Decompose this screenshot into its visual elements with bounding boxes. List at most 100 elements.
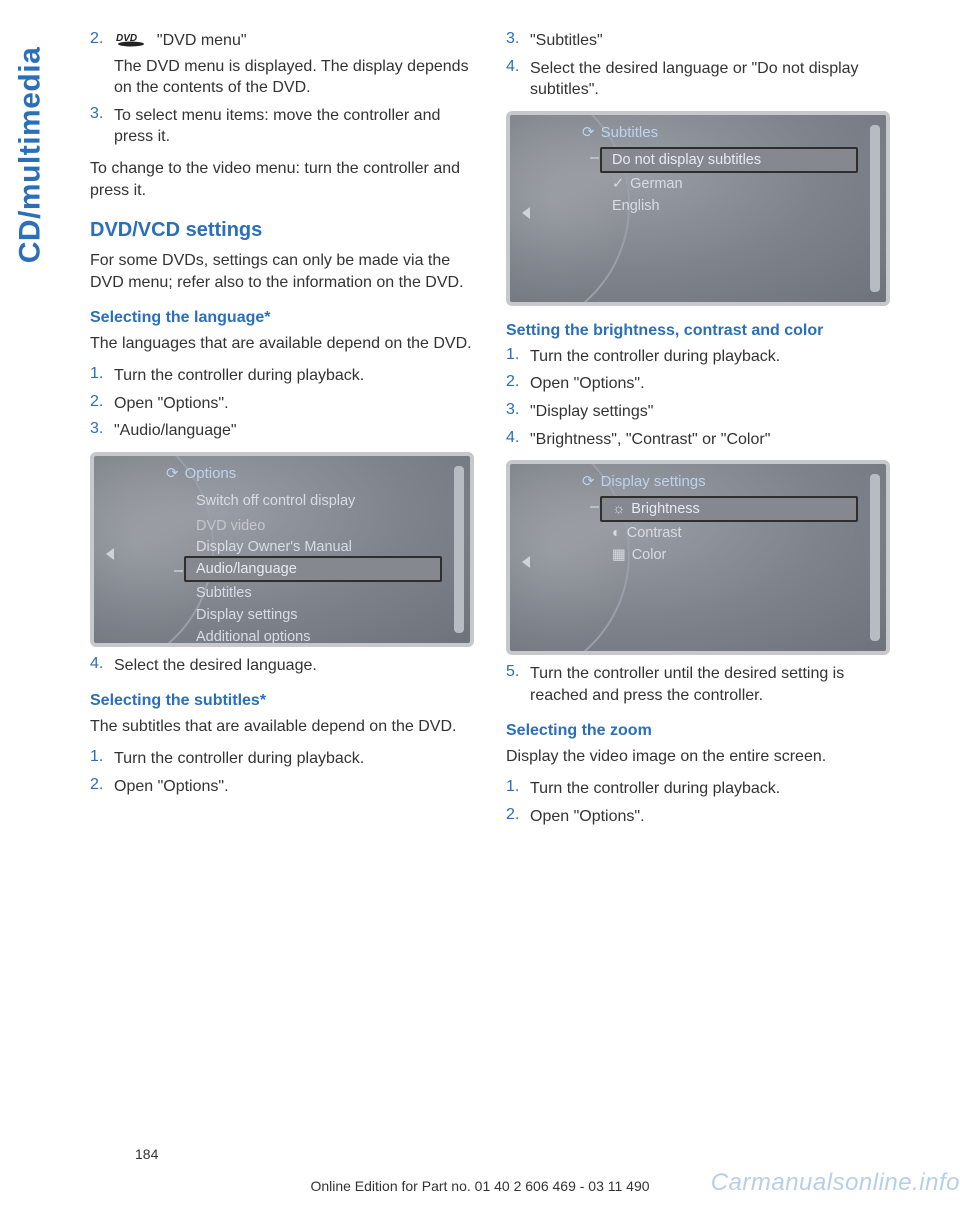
page-content: 2. DVD "DVD menu" The DVD menu is displa…: [90, 30, 890, 837]
list-body: DVD "DVD menu" The DVD menu is displayed…: [114, 30, 474, 99]
list-number: 2.: [90, 30, 114, 99]
list-number: 1.: [506, 346, 530, 368]
list-item: 1.Turn the controller during playback.: [90, 748, 474, 770]
list-item: 3."Display settings": [506, 401, 890, 423]
menu-item[interactable]: Display Owner's Manual: [186, 536, 440, 558]
list-text: Open "Options".: [530, 373, 890, 395]
arrow-left-icon: [522, 556, 530, 568]
list-item: 1.Turn the controller during playback.: [506, 346, 890, 368]
list-item: 2.Open "Options".: [506, 806, 890, 828]
list-text: "Audio/language": [114, 420, 474, 442]
list-number: 1.: [506, 778, 530, 800]
menu-item[interactable]: Display settings: [186, 604, 440, 626]
list-subtext: The DVD menu is displayed. The display d…: [114, 56, 474, 99]
menu-item[interactable]: Switch off control display: [186, 490, 440, 512]
list-item: 1.Turn the controller during playback.: [90, 365, 474, 387]
menu-item[interactable]: German: [602, 173, 856, 195]
body-text: The subtitles that are available depend …: [90, 716, 474, 738]
list-text: Turn the controller during playback.: [114, 365, 474, 387]
list-text: Turn the controller until the desired se…: [530, 663, 890, 706]
zoom-steps: 1.Turn the controller during playback. 2…: [506, 778, 890, 827]
heading-language: Selecting the language*: [90, 309, 474, 327]
color-icon: ▦: [612, 547, 626, 563]
menu-item-selected[interactable]: Audio/language: [184, 556, 442, 582]
panel-title: Options: [166, 464, 236, 482]
list-number: 2.: [90, 776, 114, 798]
panel-menu: Switch off control display DVD video Dis…: [186, 490, 440, 647]
list-item: 1.Turn the controller during playback.: [506, 778, 890, 800]
page-number: 184: [135, 1146, 158, 1162]
list-text: "Subtitles": [530, 30, 890, 52]
menu-item[interactable]: Additional options: [186, 626, 440, 647]
menu-item[interactable]: ▦ Color: [602, 544, 856, 566]
list-number: 3.: [90, 105, 114, 148]
check-icon: [612, 176, 630, 192]
menu-item[interactable]: Subtitles: [186, 582, 440, 604]
list-item: 4."Brightness", "Contrast" or "Color": [506, 429, 890, 451]
list-text: "DVD menu": [157, 32, 247, 49]
heading-dvd-vcd: DVD/VCD settings: [90, 219, 474, 242]
list-item: 4.Select the desired language or "Do not…: [506, 58, 890, 101]
list-item: 2.Open "Options".: [90, 776, 474, 798]
subtitles-steps-cont: 3."Subtitles" 4.Select the desired langu…: [506, 30, 890, 101]
language-step-4: 4.Select the desired language.: [90, 655, 474, 677]
list-number: 4.: [506, 58, 530, 101]
menu-item-label: Brightness: [631, 501, 700, 517]
body-text: Display the video image on the entire sc…: [506, 746, 890, 768]
list-number: 4.: [90, 655, 114, 677]
list-number: 3.: [506, 401, 530, 423]
menu-item[interactable]: DVD video: [186, 512, 440, 536]
list-number: 2.: [506, 373, 530, 395]
heading-subtitles: Selecting the subtitles*: [90, 692, 474, 710]
list-item: 2.Open "Options".: [90, 393, 474, 415]
menu-item[interactable]: English: [602, 195, 856, 217]
list-text: Turn the controller during playback.: [530, 778, 890, 800]
contrast-icon: ◐: [612, 525, 621, 541]
language-steps: 1.Turn the controller during playback. 2…: [90, 365, 474, 442]
menu-item-selected[interactable]: Do not display subtitles: [600, 147, 858, 173]
menu-item[interactable]: ◐ Contrast: [602, 522, 856, 544]
list-text: To select menu items: move the controlle…: [114, 105, 474, 148]
list-number: 2.: [506, 806, 530, 828]
svg-text:DVD: DVD: [116, 33, 137, 44]
list-number: 3.: [90, 420, 114, 442]
arrow-left-icon: [522, 207, 530, 219]
list-text: Open "Options".: [114, 776, 474, 798]
list-text: Open "Options".: [114, 393, 474, 415]
list-item: 5.Turn the controller until the desired …: [506, 663, 890, 706]
menu-item-label: Color: [632, 547, 667, 563]
brightness-step-5: 5.Turn the controller until the desired …: [506, 663, 890, 706]
list-text: Turn the controller during playback.: [530, 346, 890, 368]
panel-menu: Do not display subtitles German English: [602, 149, 856, 217]
footer-line: Online Edition for Part no. 01 40 2 606 …: [0, 1178, 960, 1194]
left-column: 2. DVD "DVD menu" The DVD menu is displa…: [90, 30, 474, 837]
list-number: 1.: [90, 365, 114, 387]
heading-brightness: Setting the brightness, contrast and col…: [506, 322, 890, 340]
right-column: 3. "Subtitles" 4.Select the desired langu…: [506, 30, 890, 837]
list-number: 4.: [506, 429, 530, 451]
list-text: Open "Options".: [530, 806, 890, 828]
heading-zoom: Selecting the zoom: [506, 722, 890, 740]
list-number: 5.: [506, 663, 530, 706]
brightness-icon: ☼: [612, 501, 625, 517]
display-settings-panel: Display settings ☼Brightness ◐Contrast ▦…: [506, 460, 890, 655]
panel-scrollbar: [870, 474, 880, 641]
list-text: Select the desired language.: [114, 655, 474, 677]
list-item: 4.Select the desired language.: [90, 655, 474, 677]
brightness-steps: 1.Turn the controller during playback. 2…: [506, 346, 890, 450]
list-number: 2.: [90, 393, 114, 415]
menu-item-label: Contrast: [627, 525, 682, 541]
panel-tick: [590, 157, 599, 159]
menu-item-selected[interactable]: ☼ Brightness: [600, 496, 858, 522]
panel-scrollbar: [870, 125, 880, 292]
list-item: 2. DVD "DVD menu" The DVD menu is displa…: [90, 30, 474, 99]
body-text: For some DVDs, settings can only be made…: [90, 250, 474, 293]
panel-title: Subtitles: [582, 123, 658, 141]
body-text: To change to the video menu: turn the co…: [90, 158, 474, 201]
side-tab-text: CD/multimedia: [13, 47, 47, 264]
list-item: 2.Open "Options".: [506, 373, 890, 395]
side-tab: CD/multimedia: [0, 0, 60, 310]
panel-tick: [590, 506, 599, 508]
list-item: 3."Audio/language": [90, 420, 474, 442]
list-item: 3. To select menu items: move the contro…: [90, 105, 474, 148]
